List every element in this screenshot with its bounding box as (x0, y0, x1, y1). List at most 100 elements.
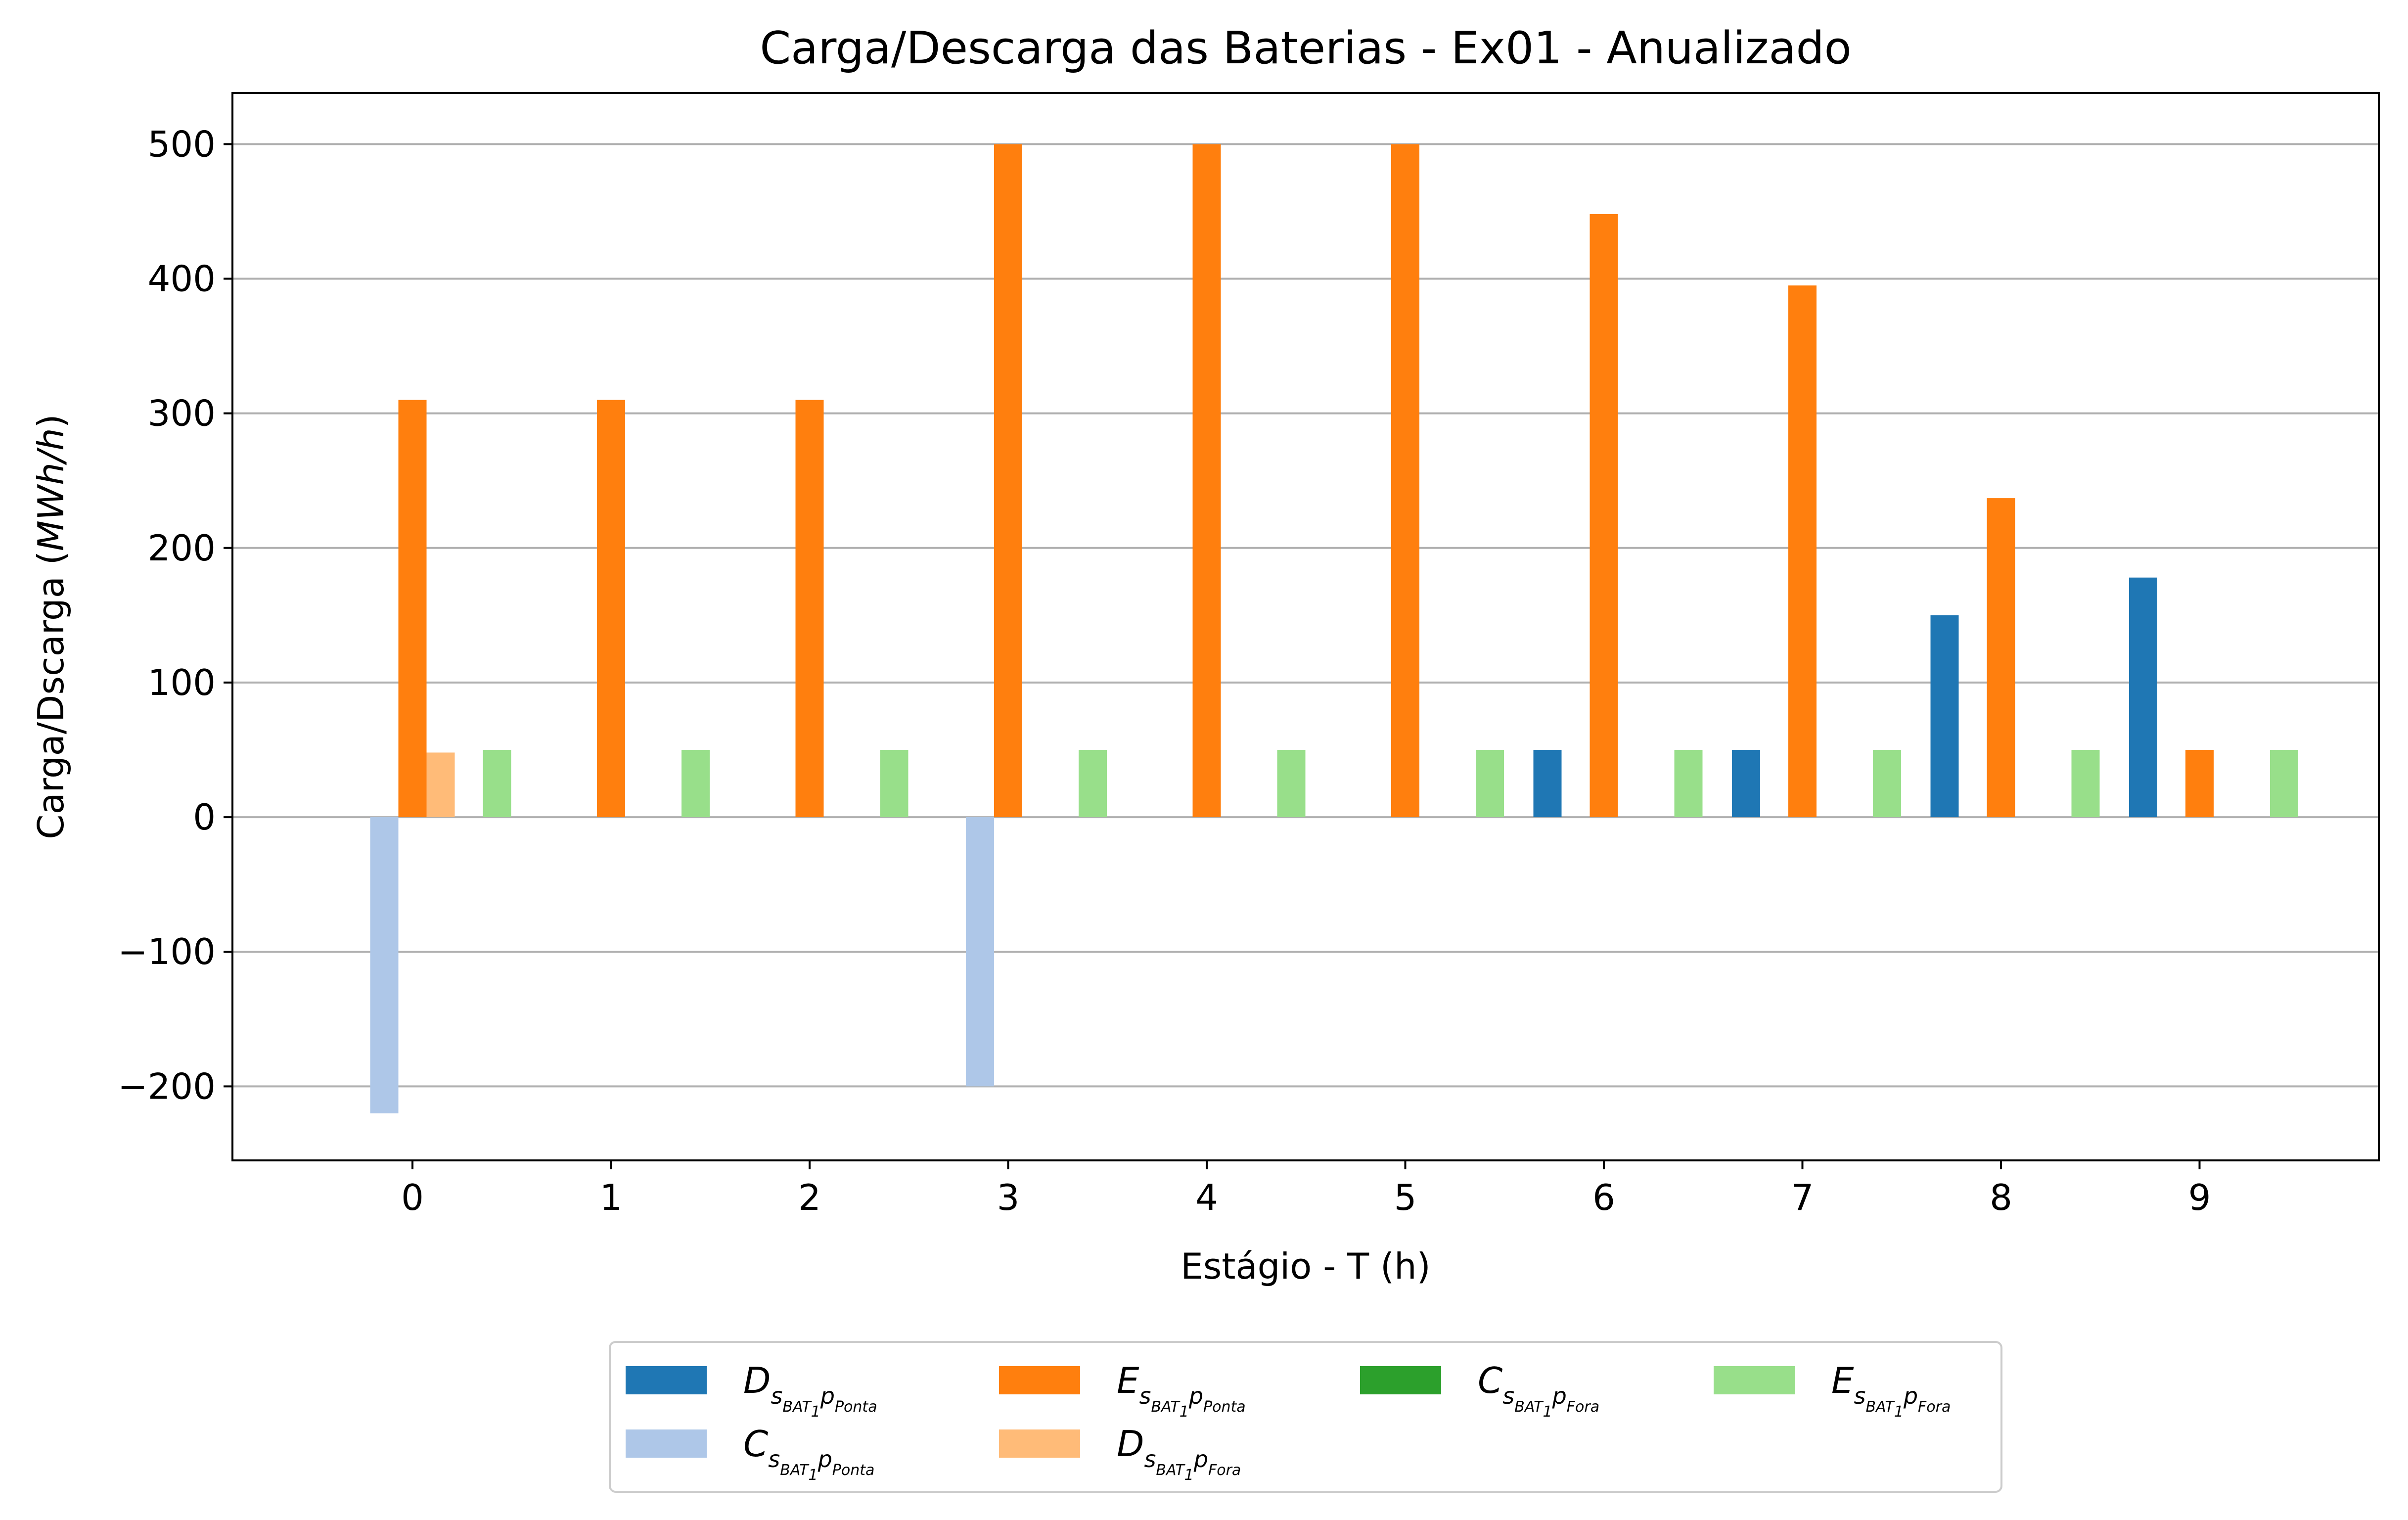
legend-label-part: 1 (1894, 1403, 1904, 1421)
bar (483, 750, 511, 818)
legend-label-part: Ponta (832, 1462, 875, 1479)
legend-label-part: Ponta (1203, 1398, 1246, 1416)
legend-label-part: BAT (782, 1398, 812, 1416)
bar (1987, 498, 2015, 818)
bars (370, 144, 2298, 1113)
x-tick-label: 7 (1791, 1177, 1814, 1218)
legend-label-part: s (768, 1446, 780, 1473)
bar (1590, 214, 1618, 818)
legend-label-part: p (820, 1382, 835, 1409)
x-tick-label: 6 (1592, 1177, 1615, 1218)
bar (1732, 750, 1760, 818)
bar (1476, 750, 1504, 818)
bar (1674, 750, 1703, 818)
legend-label-part: Ponta (835, 1398, 877, 1416)
legend-label: EsBAT1pFora (1831, 1360, 1951, 1421)
bar (1277, 750, 1306, 818)
bar (682, 750, 710, 818)
bar (795, 400, 824, 818)
legend-swatch (999, 1366, 1080, 1394)
y-tick-label: 0 (193, 796, 216, 838)
y-tick-label: 100 (148, 662, 216, 703)
legend-label-part: E (1117, 1360, 1139, 1401)
legend-label-part: 1 (1184, 1467, 1194, 1484)
bar (597, 400, 625, 818)
x-tick-label: 8 (1990, 1177, 2012, 1218)
legend-label-part: s (1854, 1382, 1866, 1409)
legend-label-part: BAT (1156, 1462, 1185, 1479)
legend-label-part: p (1903, 1382, 1918, 1409)
legend-label: CsBAT1pPonta (743, 1423, 874, 1484)
legend-swatch (999, 1429, 1080, 1458)
legend-swatch (626, 1366, 707, 1394)
legend-label-part: E (1831, 1360, 1854, 1401)
legend-label-part: C (743, 1423, 769, 1465)
bar (1788, 285, 1817, 818)
y-axis-label-unit: MWh/h (30, 428, 72, 551)
bar (370, 817, 399, 1113)
y-axis-label-suffix: ) (30, 414, 72, 428)
y-tick-label: 300 (148, 393, 216, 434)
legend-label-part: Fora (1208, 1462, 1241, 1479)
legend-label-part: D (743, 1360, 771, 1401)
legend: DsBAT1pPontaCsBAT1pPontaEsBAT1pPontaDsBA… (609, 1341, 2002, 1493)
legend-label-part: p (1188, 1382, 1203, 1409)
bar (2071, 750, 2100, 818)
bar (398, 400, 427, 818)
legend-label-part: s (1144, 1446, 1156, 1473)
x-tick-label: 9 (2188, 1177, 2211, 1218)
legend-label-part: s (1139, 1382, 1151, 1409)
y-tick-label: −200 (118, 1065, 216, 1107)
legend-label-part: p (1193, 1446, 1208, 1473)
x-tick-label: 5 (1394, 1177, 1417, 1218)
legend-label-part: s (771, 1382, 782, 1409)
x-tick-label: 3 (997, 1177, 1020, 1218)
legend-swatch (1714, 1366, 1795, 1394)
legend-label-part: 1 (811, 1403, 820, 1421)
legend-frame (609, 1341, 2002, 1493)
legend-label: CsBAT1pFora (1478, 1360, 1599, 1421)
y-axis-ticks: −200 −100 0 100 200 300 400 500 (118, 123, 232, 1107)
bar (2129, 577, 2157, 818)
legend-label-part: 1 (1543, 1403, 1552, 1421)
legend-label-part: Fora (1567, 1398, 1599, 1416)
bar (1079, 750, 1107, 818)
legend-label-part: Fora (1918, 1398, 1951, 1416)
bar (994, 144, 1022, 818)
legend-label-part: 1 (1180, 1403, 1189, 1421)
legend-label-part: BAT (1865, 1398, 1895, 1416)
bar (1533, 750, 1562, 818)
legend-label-part: D (1117, 1423, 1144, 1465)
x-tick-label: 0 (401, 1177, 424, 1218)
bar (426, 752, 455, 818)
legend-label: DsBAT1pPonta (743, 1360, 877, 1421)
chart-title: Carga/Descarga das Baterias - Ex01 - Anu… (760, 22, 1851, 74)
grid-lines (232, 143, 2379, 1088)
x-tick-label: 1 (600, 1177, 623, 1218)
bar (1930, 615, 1959, 818)
legend-label: EsBAT1pPonta (1117, 1360, 1246, 1421)
bar (1873, 750, 1901, 818)
y-tick-label: 400 (148, 258, 216, 300)
bar (966, 817, 994, 1087)
x-tick-label: 4 (1195, 1177, 1218, 1218)
legend-label-part: BAT (1514, 1398, 1544, 1416)
x-tick-label: 2 (798, 1177, 821, 1218)
bar (1192, 144, 1221, 818)
legend-label: DsBAT1pFora (1117, 1423, 1241, 1484)
bar (2185, 750, 2214, 818)
legend-label-part: BAT (780, 1462, 810, 1479)
legend-label-part: BAT (1151, 1398, 1181, 1416)
plot-frame (231, 92, 2380, 1161)
legend-label-part: p (1552, 1382, 1567, 1409)
legend-label-part: p (818, 1446, 832, 1473)
y-tick-label: 500 (148, 123, 216, 165)
legend-label-part: s (1502, 1382, 1514, 1409)
y-tick-label: −100 (118, 931, 216, 972)
y-tick-label: 200 (148, 527, 216, 569)
bar (1391, 144, 1419, 818)
y-axis-label: Carga/Dscarga (MWh/h) (30, 414, 72, 839)
legend-label-part: 1 (809, 1467, 818, 1484)
legend-swatch (626, 1429, 707, 1458)
